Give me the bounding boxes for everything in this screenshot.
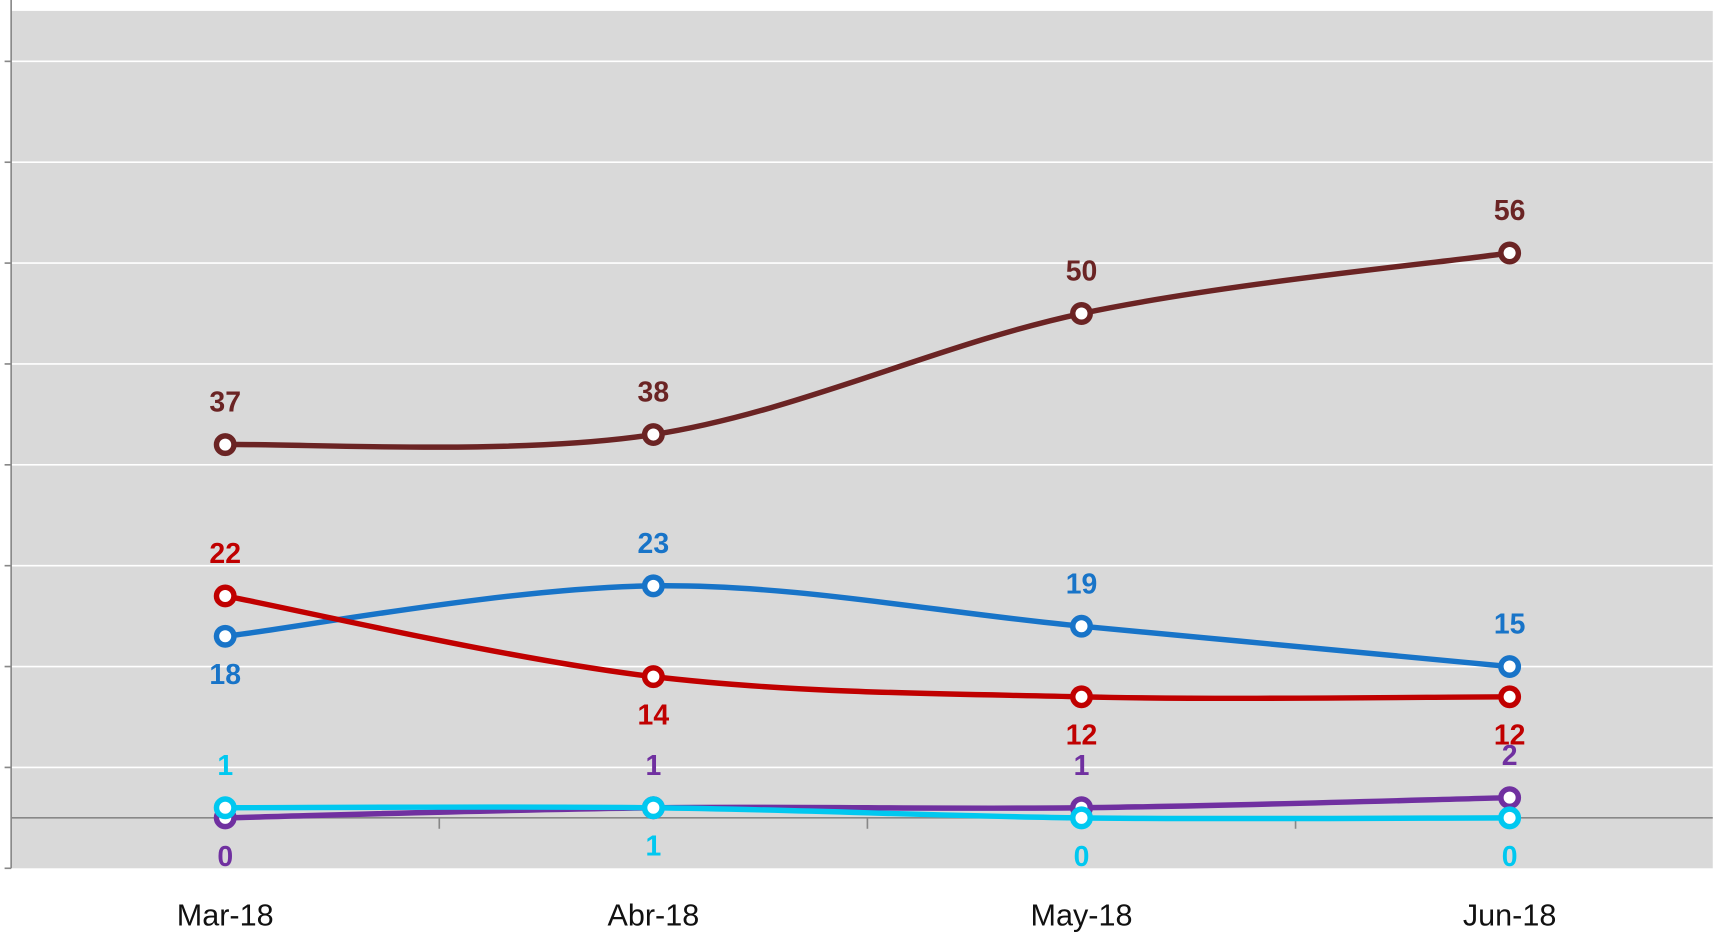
data-point [213,796,237,820]
x-tick-label: Abr-18 [607,899,699,933]
data-point [1498,786,1522,810]
series-line [222,250,1513,450]
data-point [1498,655,1522,679]
data-label: 12 [1066,720,1098,752]
data-label: 22 [209,538,241,570]
data-label: 23 [638,528,670,560]
data-point [641,796,665,820]
data-point [1498,806,1522,830]
x-tick-label: Mar-18 [177,899,274,933]
data-point [1070,614,1093,638]
plot-area [11,10,1713,869]
data-point [1498,241,1522,265]
data-point [641,574,665,598]
series-line [222,593,1513,702]
data-point [1070,302,1093,325]
data-label: 1 [1074,750,1090,782]
data-label: 37 [209,387,241,419]
data-label: 0 [1074,841,1090,873]
data-point [213,584,237,608]
data-point [641,665,665,689]
data-label: 12 [1494,720,1526,752]
data-label: 0 [217,841,233,873]
data-label: 1 [645,831,661,863]
series-line [222,583,1513,670]
data-label: 56 [1494,195,1526,227]
data-label: 14 [638,700,670,732]
data-label: 50 [1066,256,1098,288]
data-point [1070,806,1093,830]
series-line [222,804,1513,822]
data-point [213,433,237,457]
data-label: 2 [1502,740,1518,772]
data-label: 19 [1066,568,1098,600]
data-label: 15 [1494,609,1526,641]
data-label: 38 [638,377,670,409]
x-tick-label: Jun-18 [1463,899,1557,933]
data-point [641,423,665,447]
x-tick-label: May-18 [1031,899,1133,933]
series-line [222,794,1513,821]
data-point [213,624,237,648]
data-point [1070,685,1093,709]
data-label: 1 [645,750,661,782]
data-label: 0 [1502,841,1518,873]
data-label: 1 [217,750,233,782]
data-point [1498,685,1522,709]
data-label: 18 [209,659,241,691]
